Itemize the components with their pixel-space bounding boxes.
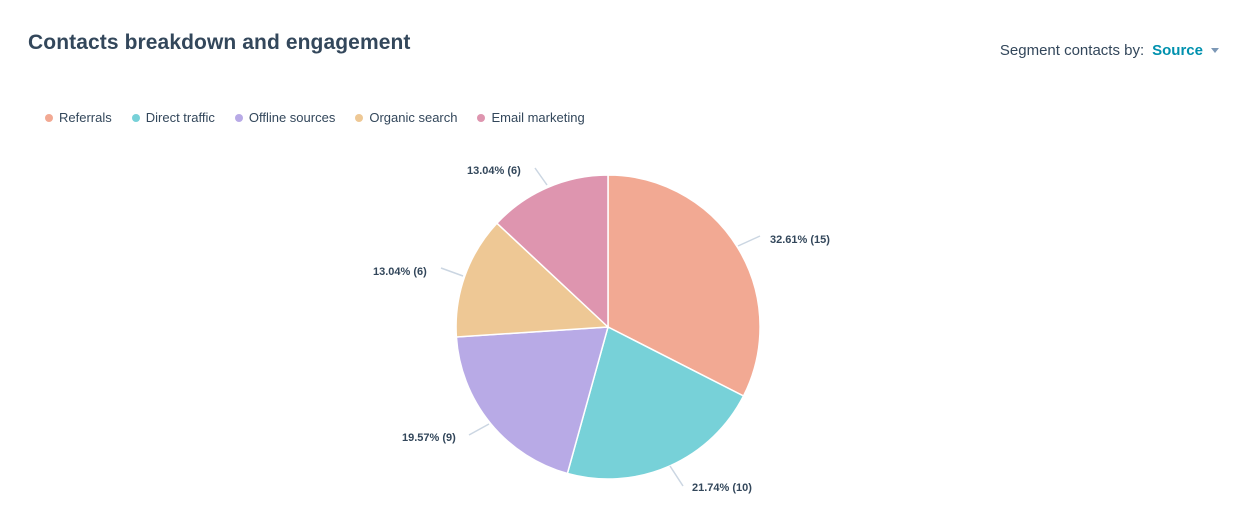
segment-value: Source: [1152, 42, 1203, 59]
legend-item-offline-sources[interactable]: Offline sources: [234, 110, 335, 125]
chevron-down-icon: [1211, 48, 1219, 53]
label-connectors: [440, 167, 761, 487]
segment-dropdown[interactable]: Source: [1152, 42, 1219, 59]
slice-offline-sources[interactable]: [455, 326, 610, 475]
legend-dot-icon: [234, 113, 243, 122]
data-label-organic-search: 13.04% (6): [373, 266, 427, 278]
legend-item-email-marketing[interactable]: Email marketing: [477, 110, 585, 125]
slice-email-marketing[interactable]: [495, 174, 609, 329]
segment-control: Segment contacts by: Source: [1000, 42, 1219, 59]
data-label-offline-sources: 19.57% (9): [402, 432, 456, 444]
page-title: Contacts breakdown and engagement: [28, 31, 411, 54]
data-label-direct-traffic: 21.74% (10): [692, 482, 752, 494]
legend-dot-icon: [45, 113, 53, 122]
legend-dot-icon: [355, 113, 364, 122]
legend-dot-icon: [477, 113, 486, 122]
slice-organic-search[interactable]: [455, 222, 610, 338]
slice-referrals[interactable]: [607, 174, 761, 398]
chart-legend: Referrals Direct traffic Offline sources…: [45, 110, 585, 125]
legend-item-direct-traffic[interactable]: Direct traffic: [131, 110, 215, 125]
data-label-email-marketing: 13.04% (6): [467, 165, 521, 177]
data-label-referrals: 32.61% (15): [770, 234, 830, 246]
legend-item-referrals[interactable]: Referrals: [45, 110, 112, 125]
slice-direct-traffic[interactable]: [566, 325, 745, 480]
legend-item-organic-search[interactable]: Organic search: [355, 110, 457, 125]
legend-dot-icon: [131, 113, 140, 122]
segment-label: Segment contacts by:: [999, 42, 1145, 59]
